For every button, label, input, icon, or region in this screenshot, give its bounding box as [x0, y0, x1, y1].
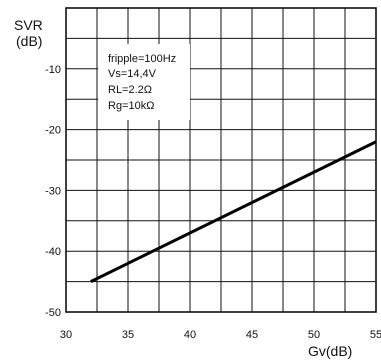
- x-tick-label: 30: [60, 329, 72, 341]
- annotation-background: [98, 44, 190, 120]
- annotation-vs: Vs=14,4V: [108, 68, 157, 80]
- x-axis-label: Gv(dB): [308, 343, 352, 359]
- y-tick-label: -10: [45, 64, 61, 76]
- x-tick-label: 55: [370, 329, 381, 341]
- y-axis-label-line1: SVR: [14, 17, 43, 33]
- y-tick-label: -40: [45, 246, 61, 258]
- y-axis-label-line2: (dB): [16, 33, 42, 49]
- x-tick-label: 50: [308, 329, 320, 341]
- plot-frame: [65, 7, 377, 313]
- annotation-fripple: fripple=100Hz: [108, 53, 176, 65]
- y-tick-label: -20: [45, 125, 61, 137]
- series-line: [90, 140, 377, 283]
- annotation-rg: Rg=10kΩ: [108, 100, 154, 112]
- series-group: [90, 140, 377, 283]
- annotation-box: fripple=100Hz Vs=14,4V RL=2.2Ω Rg=10kΩ: [98, 44, 190, 120]
- annotation-rl: RL=2.2Ω: [108, 84, 152, 96]
- x-tick-label: 35: [122, 329, 134, 341]
- y-tick-label: -30: [45, 185, 61, 197]
- x-tick-label: 40: [184, 329, 196, 341]
- tick-labels: 30 35 40 45 50 55 -10 -20 -30 -40 -50: [45, 64, 381, 341]
- y-tick-label: -50: [45, 307, 61, 319]
- grid: [66, 8, 376, 312]
- x-tick-label: 45: [246, 329, 258, 341]
